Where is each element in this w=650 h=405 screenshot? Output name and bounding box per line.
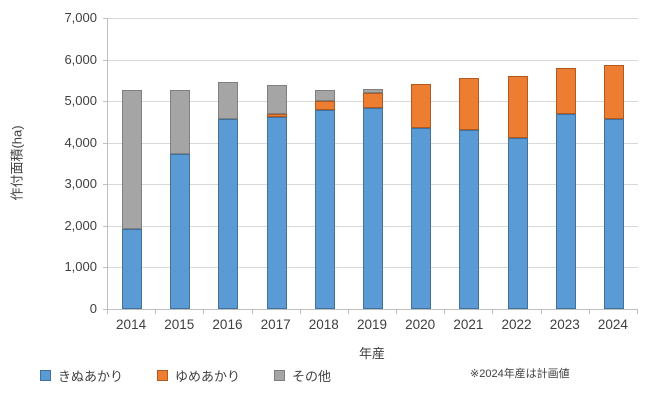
bar-segment-ゆめあかり [411,83,432,128]
legend-item-sonota: その他 [274,366,331,385]
bar-segment-きぬあかり [314,110,335,309]
y-axis-tick [103,225,107,227]
y-axis-title: 作付面積(ha) [9,125,25,201]
x-tick-label: 2023 [549,317,580,332]
legend-label-sonota: その他 [292,369,332,384]
y-tick-label: 4,000 [64,134,97,150]
x-tick-label: 2024 [597,317,628,332]
y-axis-tick [103,18,107,19]
x-tick-label: 2021 [453,317,484,332]
y-axis-tick [103,309,107,310]
bar-segment-きぬあかり [459,129,480,309]
bar-segment-その他 [314,89,335,102]
legend-label-kinuakari: きぬあかり [58,369,124,384]
bar-segment-きぬあかり [603,118,624,309]
bar-segment-ゆめあかり [314,101,335,111]
bar-segment-ゆめあかり [603,64,624,119]
y-axis-tick [103,59,107,61]
x-axis-tick [444,310,446,314]
x-axis-tick [540,310,542,314]
bar-segment-きぬあかり [363,108,383,309]
y-axis-tick [103,184,107,186]
y-tick-label: 7,000 [64,10,97,25]
x-tick-label: 2015 [164,317,195,332]
bar-segment-その他 [170,89,191,155]
x-axis-tick [299,310,301,314]
x-axis-tick [203,310,205,314]
x-axis-tick [251,310,253,314]
x-axis-tick [588,310,590,314]
plot-area [107,18,638,310]
y-axis-tick [103,267,107,269]
x-axis-tick [347,310,349,314]
x-tick-label: 2020 [405,317,436,332]
legend: きぬあかり ゆめあかり その他 [40,366,331,385]
bar-segment-きぬあかり [266,116,287,309]
bar-segment-その他 [266,84,287,115]
bar-segment-その他 [122,89,143,230]
legend-item-kinuakari: きぬあかり [40,366,123,385]
y-tick-label: 0 [89,301,97,316]
y-tick-label: 1,000 [64,259,97,275]
bar-segment-その他 [363,89,383,94]
x-axis-tick [492,310,494,314]
bar-segment-きぬあかり [122,229,143,309]
x-axis-title: 年産 [358,346,385,361]
x-axis-tick [107,310,108,314]
legend-swatch-sonota-icon [274,370,286,381]
bar-segment-その他 [218,82,239,120]
legend-label-yumeakari: ゆめあかり [175,369,241,384]
bar-segment-きぬあかり [218,119,239,309]
gridline [108,18,638,19]
bar-segment-ゆめあかり [459,77,480,130]
y-tick-label: 3,000 [64,176,97,192]
bar-segment-きぬあかり [170,154,191,309]
bar-segment-ゆめあかり [507,76,528,139]
legend-swatch-yumeakari-icon [157,370,169,381]
legend-swatch-kinuakari-icon [40,370,51,381]
y-axis-tick [103,142,107,144]
x-tick-label: 2018 [308,317,339,332]
x-axis-tick [396,310,398,314]
bar-segment-きぬあかり [507,138,528,309]
bar-segment-きぬあかり [555,114,576,309]
x-tick-label: 2016 [212,317,243,332]
bar-segment-ゆめあかり [555,68,576,115]
y-tick-label: 2,000 [64,217,97,233]
y-axis-tick [103,101,107,103]
bar-segment-ゆめあかり [363,93,383,109]
bar-segment-きぬあかり [411,127,432,309]
footnote: ※2024年産は計画値 [470,368,570,380]
x-tick-label: 2014 [116,317,147,332]
x-tick-label: 2022 [501,317,532,332]
bar-segment-ゆめあかり [266,114,287,117]
legend-item-yumeakari: ゆめあかり [157,366,240,385]
gridline [108,59,638,61]
x-tick-label: 2017 [260,317,291,332]
y-tick-label: 5,000 [64,93,97,109]
x-tick-label: 2019 [356,317,388,332]
y-tick-label: 6,000 [64,51,97,67]
x-axis-tick [155,310,157,314]
x-axis-tick [637,310,638,314]
